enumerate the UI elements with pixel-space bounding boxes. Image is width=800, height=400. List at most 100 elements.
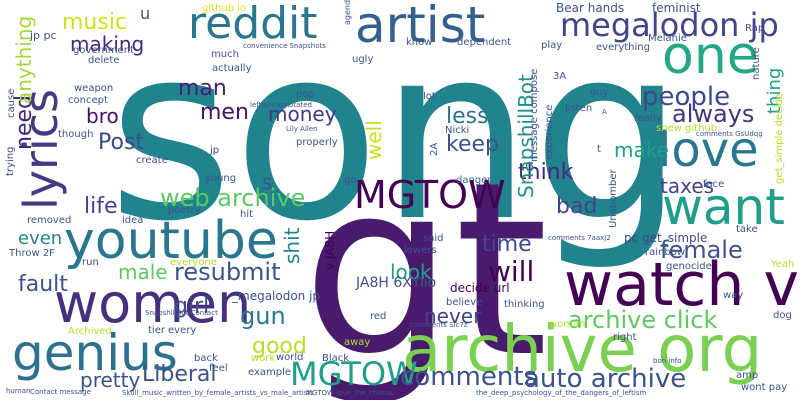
word-rap: Rap [745, 23, 765, 34]
word-reddit: reddit [188, 0, 318, 49]
word-web-archive: web archive [160, 184, 306, 212]
word-pretty: pretty [80, 368, 141, 392]
word-u: u [140, 4, 151, 23]
word-get-simple-decide: get_simple decide [774, 93, 785, 184]
word-everyone: everyone [170, 257, 217, 268]
word-trying: trying [5, 146, 16, 176]
word-concept: concept [68, 95, 108, 106]
word-even: even [18, 228, 63, 249]
word-man: man [178, 76, 227, 101]
word-actually: actually [212, 63, 252, 74]
word-love: love [658, 122, 759, 178]
word-thinking: thinking [504, 299, 545, 310]
word-artist: artist [355, 0, 486, 54]
word-make: make [614, 138, 669, 162]
word-lily-allen: Lily Allen [286, 125, 318, 133]
word-poetry: poetry [168, 205, 201, 216]
word-taxes: taxes [660, 174, 715, 198]
word-work: work [251, 353, 276, 364]
word-red: red [370, 311, 387, 322]
word-guy: guy [590, 87, 609, 98]
word-back: back [194, 353, 218, 364]
word-feel: feel [209, 363, 228, 374]
word-youtube: youtube [64, 211, 278, 271]
word-removed: removed [27, 215, 72, 226]
word-weapon: weapon [74, 83, 114, 94]
word-comments-7aaxj2: comments 7aaxj2 [548, 234, 611, 242]
word-listen: listen [565, 103, 593, 114]
word-look: look [390, 260, 432, 284]
word-everything: everything [596, 42, 650, 53]
word-megalodon-jp-small: _megalodon jp [232, 289, 321, 303]
word-one: one [662, 26, 759, 86]
word-think: think [518, 160, 574, 185]
word-music: music [62, 10, 128, 35]
word-v-ja8h: v JA8H [323, 230, 337, 270]
word-skull-music: Skull_music_written_by_female_artists_vs… [122, 389, 314, 397]
word-create: create [136, 155, 168, 166]
word-keep: keep [446, 132, 499, 157]
word-liberal: Liberal [142, 362, 217, 387]
word-bon-info: bon info [653, 357, 682, 365]
word-unabomber: Unabomber [608, 169, 619, 228]
word-genius: genius [12, 324, 178, 382]
word-right: right [613, 332, 637, 343]
word-every: every [168, 325, 197, 336]
word-example: example [248, 367, 292, 378]
word-comments: comments [400, 362, 538, 392]
word-t: t [597, 144, 601, 155]
word-leftism-annotated: leftism annotated [250, 101, 312, 109]
word-watch-v: watch v [564, 250, 799, 320]
word-money: money [268, 102, 337, 126]
word-archived: Archived [68, 326, 112, 337]
word-time: time [482, 232, 532, 257]
word-men: men [200, 100, 249, 125]
word-github-io: github io [202, 3, 247, 14]
word-know: know [406, 37, 433, 48]
word-fault: fault [18, 272, 68, 297]
word-decide-url: decide url [450, 281, 510, 295]
word-nature: nature [751, 47, 762, 80]
word-less: less [446, 104, 489, 129]
word-lot: lot [423, 91, 436, 102]
word-properly: properly [296, 137, 338, 148]
word-ja8h-6xyiio: JA8H 6XYiio [356, 275, 437, 291]
word-female: female [660, 236, 743, 264]
word-young: young [205, 173, 237, 184]
word-women: women [54, 272, 252, 335]
word-hit: hit [240, 209, 254, 220]
word-world: world [276, 352, 304, 363]
word-convenience-snapshots: convenience Snapshots [243, 42, 326, 50]
word-dependent: dependent [457, 37, 512, 48]
word-people: people [642, 82, 731, 112]
word-male: male [118, 260, 168, 284]
word-genocide: genocide [666, 261, 712, 272]
word-s: s [262, 170, 273, 194]
word-gt: gt [302, 130, 549, 400]
word-3a: 3A [553, 71, 567, 82]
word-archive-org: archive org [402, 313, 763, 387]
word-tier: tier [148, 325, 165, 336]
word-never: never [424, 304, 482, 328]
word-shit: shit [280, 227, 304, 265]
word-2a: 2A [429, 142, 440, 156]
word-post: Post [98, 130, 145, 155]
word-delete: delete [88, 55, 120, 66]
word-said: said [423, 233, 444, 244]
word-go: go [344, 175, 357, 186]
word-really: really [634, 113, 662, 124]
word-bear-hands: Bear hands [556, 1, 625, 15]
word-pc-get-simple: pc get_simple [624, 231, 708, 245]
word-mgtow-small: MGTOW [290, 355, 418, 393]
word-nicki: Nicki [445, 125, 470, 136]
word-away: away [344, 337, 371, 348]
word-archive-click: archive click [568, 306, 718, 334]
word-rainbow: rainbow [645, 247, 685, 258]
word-comments-gsudqg: comments GsUdqg [696, 130, 763, 138]
word-making: making [70, 32, 145, 56]
word-well: well [362, 120, 386, 160]
word-play: play [541, 40, 563, 51]
word-lowers: lowers [404, 245, 437, 256]
word-government: government [73, 45, 134, 56]
